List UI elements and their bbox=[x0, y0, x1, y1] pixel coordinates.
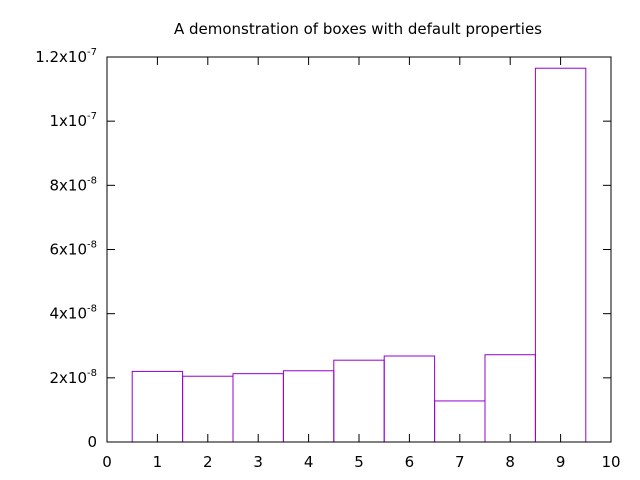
bar-3 bbox=[232, 373, 284, 443]
x-tick-label-4: 4 bbox=[304, 453, 314, 471]
x-tick-label-3: 3 bbox=[253, 453, 263, 471]
x-tick-label-2: 2 bbox=[203, 453, 213, 471]
x-axis: 0 1 2 3 4 5 6 7 8 9 10 bbox=[102, 57, 621, 471]
x-tick-label-8: 8 bbox=[505, 453, 515, 471]
bar-2 bbox=[182, 375, 234, 443]
x-tick-label-1: 1 bbox=[153, 453, 163, 471]
bar-8 bbox=[484, 354, 536, 443]
x-tick-label-5: 5 bbox=[354, 453, 364, 471]
x-tick-label-6: 6 bbox=[405, 453, 415, 471]
y-tick-label-5: 1x10-7 bbox=[50, 111, 98, 130]
y-axis: 0 2x10-8 4x10-8 6x10-8 8x10-8 1x10-7 1.2x10-7 bbox=[35, 47, 611, 451]
x-tick-label-7: 7 bbox=[455, 453, 465, 471]
x-tick-label-9: 9 bbox=[556, 453, 566, 471]
x-tick-label-0: 0 bbox=[102, 453, 112, 471]
chart-title: A demonstration of boxes with default pr… bbox=[174, 20, 542, 38]
bar-4 bbox=[282, 370, 335, 443]
bar-series bbox=[131, 67, 587, 443]
x-tick-label-10: 10 bbox=[601, 453, 620, 471]
y-tick-label-1: 2x10-8 bbox=[50, 368, 98, 387]
y-tick-label-6: 1.2x10-7 bbox=[35, 47, 97, 66]
y-tick-label-4: 8x10-8 bbox=[50, 175, 98, 194]
y-tick-label-0: 0 bbox=[87, 433, 97, 451]
y-tick-label-2: 4x10-8 bbox=[50, 304, 98, 323]
y-tick-label-3: 6x10-8 bbox=[50, 240, 98, 259]
bar-5 bbox=[333, 359, 385, 443]
bar-1 bbox=[131, 370, 184, 443]
bar-9 bbox=[534, 67, 587, 443]
bar-6 bbox=[383, 355, 436, 443]
